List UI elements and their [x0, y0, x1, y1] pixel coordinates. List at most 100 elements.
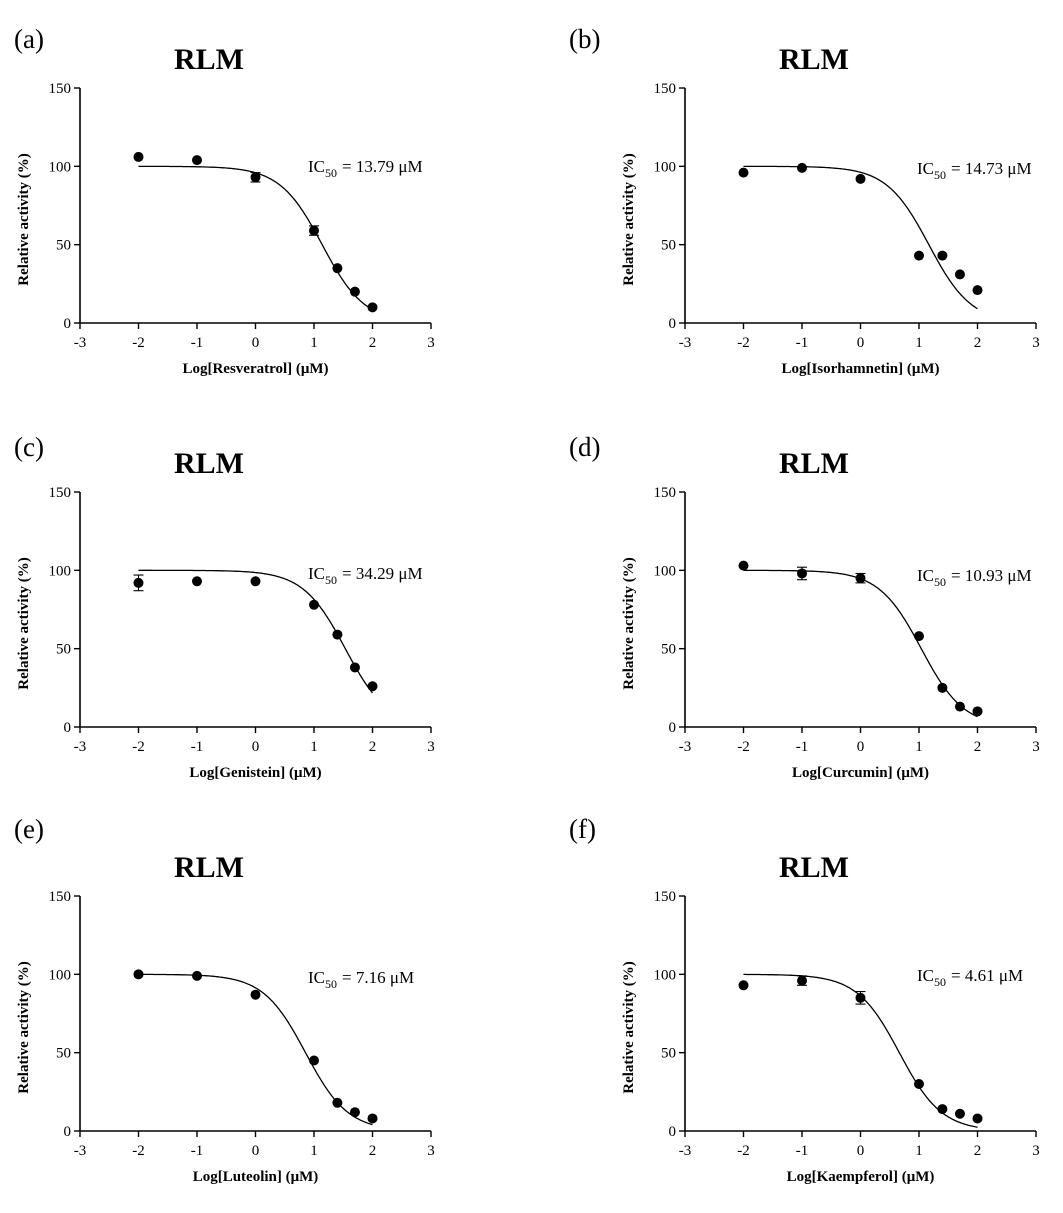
x-tick-label: 1 [310, 739, 318, 755]
y-tick-label: 100 [654, 159, 677, 175]
panel-label: (b) [569, 24, 600, 54]
data-point [309, 1055, 319, 1066]
data-point [937, 1104, 948, 1115]
x-tick-label: -3 [679, 1143, 692, 1159]
data-point [250, 989, 261, 1000]
y-tick-label: 100 [49, 967, 72, 983]
y-tick-label: 100 [654, 563, 677, 579]
ic50-annotation: IC50 = 14.73 μM [917, 159, 1032, 182]
data-point [855, 173, 866, 184]
data-point [367, 302, 378, 313]
data-point [332, 263, 343, 274]
x-axis-label: Log[Resveratrol] (μM) [182, 361, 328, 377]
y-tick-label: 150 [49, 485, 72, 501]
ic50-value: = 10.93 μM [951, 566, 1032, 585]
chart-title: RLM [779, 851, 849, 884]
fit-curve [138, 973, 373, 1126]
ic50-annotation: IC50 = 7.16 μM [308, 968, 414, 991]
y-tick-label: 0 [669, 316, 677, 332]
fit-curve [743, 569, 978, 718]
data-point [133, 969, 144, 980]
ic50-subscript: 50 [325, 166, 337, 180]
x-tick-label: -2 [132, 739, 145, 755]
data-point [349, 662, 360, 673]
chart-title: RLM [174, 447, 244, 480]
fit-curve [743, 165, 978, 310]
data-point [349, 1107, 360, 1118]
y-tick-label: 50 [56, 238, 71, 254]
panel-label: (a) [14, 24, 44, 54]
data-point [972, 285, 983, 296]
y-axis-label: Relative activity (%) [16, 961, 32, 1093]
ic50-annotation: IC50 = 13.79 μM [308, 157, 423, 180]
x-tick-label: 2 [369, 739, 377, 755]
x-tick-label: -3 [679, 739, 692, 755]
data-point [914, 250, 924, 261]
x-tick-label: -1 [796, 739, 809, 755]
x-tick-label: -1 [796, 335, 809, 351]
x-tick-label: -1 [191, 335, 204, 351]
ic50-prefix: IC [917, 966, 934, 985]
data-point [309, 225, 319, 236]
x-tick-label: 3 [1032, 335, 1040, 351]
y-tick-label: 100 [49, 159, 72, 175]
ic50-value: = 4.61 μM [951, 966, 1023, 985]
y-axis-label: Relative activity (%) [621, 961, 637, 1093]
y-tick-label: 150 [654, 889, 677, 905]
chart-panel-d: (d) RLM 0 50 100 150 -3 -2 -1 0 1 2 3 Log[Curcumin] (… [569, 432, 1040, 781]
y-axis-label: Relative activity (%) [621, 557, 637, 689]
panel-label: (e) [14, 814, 44, 844]
x-tick-label: 0 [252, 1143, 260, 1159]
ic50-subscript: 50 [934, 975, 946, 989]
x-axis-label: Log[Kaempferol] (μM) [787, 1169, 935, 1185]
data-point [250, 172, 261, 183]
x-tick-label: 3 [427, 1143, 435, 1159]
x-tick-label: 2 [974, 1143, 982, 1159]
data-point [855, 573, 866, 584]
data-point [133, 151, 144, 162]
data-point [972, 1113, 983, 1124]
data-point [914, 1079, 924, 1089]
y-tick-label: 100 [654, 967, 677, 983]
data-point [192, 970, 202, 981]
ic50-annotation: IC50 = 4.61 μM [917, 966, 1023, 989]
y-tick-label: 0 [669, 1124, 677, 1140]
y-tick-label: 0 [64, 1124, 72, 1140]
x-tick-label: -3 [74, 739, 87, 755]
ic50-value: = 14.73 μM [951, 159, 1032, 178]
y-axis-label: Relative activity (%) [16, 153, 32, 285]
x-tick-label: 3 [1032, 739, 1040, 755]
ic50-annotation: IC50 = 10.93 μM [917, 566, 1032, 589]
chart-panel-c: (c) RLM 0 50 100 150 -3 -2 -1 0 1 2 3 Log[Genistein] … [14, 432, 435, 781]
y-tick-label: 0 [64, 316, 72, 332]
chart-panel-e: (e) RLM 0 50 100 150 -3 -2 -1 0 1 2 3 Log[Luteolin] (… [14, 814, 435, 1185]
y-tick-label: 0 [669, 720, 677, 736]
x-tick-label: 1 [915, 1143, 923, 1159]
y-tick-label: 50 [56, 1046, 71, 1062]
x-tick-label: 3 [427, 335, 435, 351]
x-axis-label: Log[Genistein] (μM) [189, 765, 321, 781]
x-tick-label: -1 [191, 739, 204, 755]
y-tick-label: 150 [654, 485, 677, 501]
x-tick-label: 0 [252, 335, 260, 351]
data-point [192, 576, 202, 587]
x-tick-label: 0 [857, 335, 865, 351]
chart-panel-f: (f) RLM 0 50 100 150 -3 -2 -1 0 1 2 3 Log[Kaempferol]… [569, 814, 1040, 1185]
ic50-value: = 13.79 μM [342, 157, 423, 176]
data-point [954, 701, 965, 712]
ic50-annotation: IC50 = 34.29 μM [308, 564, 423, 587]
data-point [367, 681, 378, 692]
data-point [797, 568, 807, 579]
fit-curve [138, 165, 373, 311]
ic50-prefix: IC [917, 159, 934, 178]
x-tick-label: 2 [974, 335, 982, 351]
data-point [332, 1097, 343, 1108]
panel-label: (d) [569, 432, 600, 462]
data-point [855, 992, 866, 1003]
x-tick-label: -3 [74, 1143, 87, 1159]
x-tick-label: 1 [310, 1143, 318, 1159]
data-point [954, 269, 965, 280]
x-tick-label: 1 [915, 335, 923, 351]
x-tick-label: 0 [252, 739, 260, 755]
data-point [972, 706, 983, 717]
